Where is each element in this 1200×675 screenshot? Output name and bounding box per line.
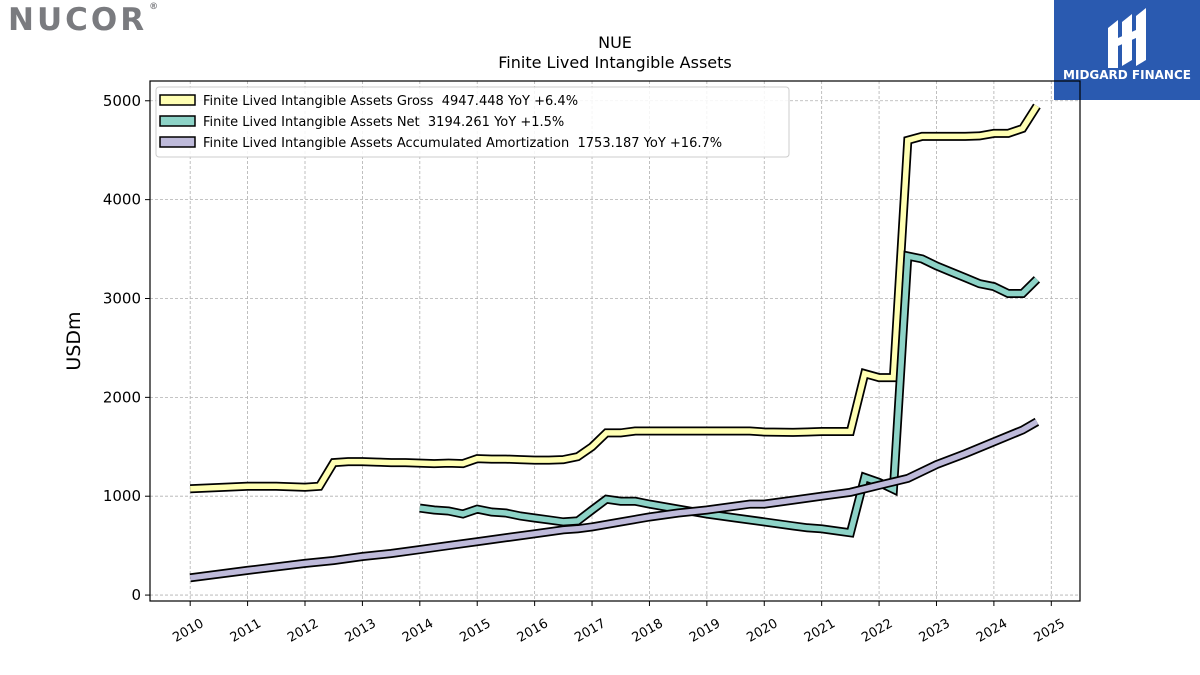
series-layer — [189, 103, 1041, 583]
x-tick-label: 2013 — [343, 616, 379, 646]
x-tick-label: 2022 — [859, 616, 895, 646]
series-stroke — [419, 252, 1039, 536]
registered-mark: ® — [149, 2, 159, 12]
x-tick-label: 2023 — [917, 616, 953, 646]
x-tick-label: 2011 — [228, 616, 264, 646]
x-tick-label: 2018 — [630, 616, 666, 646]
plot-frame — [149, 80, 1081, 602]
series-line-1 — [190, 103, 1041, 494]
series-outline — [419, 250, 1041, 538]
x-tick-label: 2025 — [1031, 616, 1067, 646]
series-stroke — [189, 419, 1039, 581]
nucor-logo: NUCOR ® — [8, 2, 158, 38]
legend-box — [155, 86, 790, 158]
y-tick-label: 3000 — [103, 289, 141, 307]
x-tick-label: 2010 — [170, 616, 206, 646]
grid — [150, 81, 1080, 601]
y-axis-label: USDm — [63, 311, 85, 370]
legend-label: Finite Lived Intangible Assets Net 3194.… — [203, 115, 564, 130]
x-tick-label: 2024 — [974, 616, 1010, 646]
x-tick-label: 2017 — [572, 616, 608, 646]
chart-title: NUE — [598, 33, 632, 52]
y-tick-label: 4000 — [103, 191, 141, 209]
x-tick-label: 2020 — [744, 616, 780, 646]
legend-label: Finite Lived Intangible Assets Gross 494… — [203, 94, 578, 109]
series-line-3 — [189, 417, 1040, 583]
series-stroke — [190, 104, 1040, 492]
y-tick-label: 0 — [131, 586, 141, 604]
x-tick-label: 2012 — [285, 616, 321, 646]
x-tick-label: 2015 — [457, 616, 493, 646]
legend-label: Finite Lived Intangible Assets Accumulat… — [203, 136, 722, 151]
legend-swatch — [159, 94, 196, 106]
legend-swatch — [159, 115, 196, 127]
midgard-finance-logo: MIDGARD FINANCE — [1054, 0, 1200, 100]
legend-swatch — [159, 136, 196, 148]
x-tick-label: 2016 — [515, 616, 551, 646]
x-tick-label: 2021 — [802, 616, 838, 646]
midgard-finance-logo-icon — [1108, 8, 1146, 68]
y-tick-label: 1000 — [103, 487, 141, 505]
y-tick-label: 5000 — [103, 92, 141, 110]
x-tick-label: 2014 — [400, 616, 436, 646]
x-tick-label: 2019 — [687, 616, 723, 646]
chart-subtitle: Finite Lived Intangible Assets — [498, 53, 731, 72]
nucor-logo-text: NUCOR — [8, 2, 148, 38]
legend: Finite Lived Intangible Assets Gross 494… — [155, 86, 790, 158]
brand-label: MIDGARD FINANCE — [1063, 68, 1191, 82]
series-line-2 — [419, 250, 1041, 538]
y-tick-label: 2000 — [103, 388, 141, 406]
